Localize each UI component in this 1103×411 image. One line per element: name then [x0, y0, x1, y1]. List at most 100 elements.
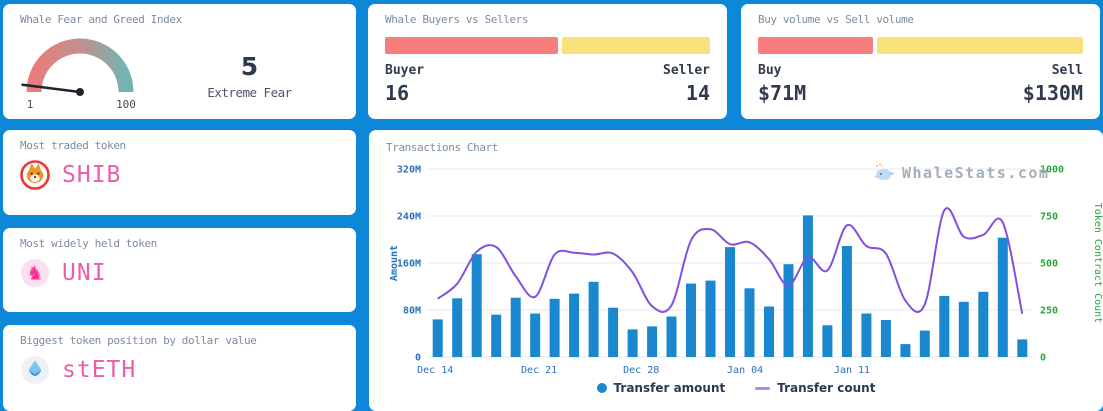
- most-traded-token: SHIB: [62, 162, 122, 188]
- most-traded-title: Most traded token: [20, 139, 126, 152]
- svg-text:Amount: Amount: [389, 245, 400, 281]
- legend-transfer-amount[interactable]: Transfer amount: [596, 381, 726, 395]
- transactions-chart-title: Transactions Chart: [386, 141, 499, 154]
- buyers-sellers-title: Whale Buyers vs Sellers: [385, 13, 529, 26]
- buyer-count: 16: [385, 81, 410, 105]
- bar-Dec 15: [452, 298, 463, 358]
- fear-greed-card: Whale Fear and Greed Index 1 100 5 E: [3, 4, 356, 119]
- gauge-arc: [26, 38, 134, 93]
- seller-count: 14: [685, 81, 710, 105]
- transactions-chart-card: Transactions Chart 320M 1000 240M 750 160M 50…: [369, 130, 1103, 411]
- bar-Dec 18: [510, 297, 521, 357]
- bar-Dec 14: [432, 319, 443, 357]
- bar-Jan 05: [861, 313, 872, 357]
- chart-legend: Transfer amount Transfer count: [369, 381, 1103, 395]
- legend-transfer-count[interactable]: Transfer count: [755, 381, 875, 395]
- svg-text:500: 500: [1040, 259, 1058, 270]
- bar-Jan 07: [900, 344, 911, 357]
- bar-Jan 08: [919, 330, 930, 357]
- bar-Dec 27: [686, 283, 696, 357]
- svg-text:160M: 160M: [397, 259, 421, 270]
- svg-text:0: 0: [415, 353, 421, 364]
- bar-Dec 25: [647, 326, 658, 357]
- most-held-title: Most widely held token: [20, 237, 157, 250]
- buyer-segment: [385, 37, 559, 54]
- bar-Dec 23: [608, 307, 619, 358]
- bar-Dec 29: [725, 247, 735, 357]
- bar-Jan 04: [841, 246, 852, 357]
- volume-card: Buy volume vs Sell volume Buy Sell $71M …: [741, 4, 1100, 119]
- legend-transfer-count-label: Transfer count: [777, 381, 876, 395]
- bar-Dec 17: [491, 314, 502, 357]
- volume-title: Buy volume vs Sell volume: [758, 13, 914, 26]
- gauge-scale-min: 1: [27, 98, 34, 111]
- bar-Dec 28: [705, 280, 716, 357]
- svg-text:240M: 240M: [397, 212, 421, 223]
- most-traded-token-row: SHIB: [20, 160, 339, 190]
- buy-label: Buy: [758, 63, 782, 78]
- svg-text:750: 750: [1040, 212, 1058, 223]
- sell-volume-segment: [876, 37, 1083, 54]
- buyers-sellers-card: Whale Buyers vs Sellers Buyer Seller 16 …: [368, 4, 727, 119]
- fear-greed-gauge: 1 100: [21, 38, 136, 111]
- buyer-label: Buyer: [385, 63, 425, 78]
- bar-Jan 02: [802, 215, 813, 357]
- svg-text:Dec 14: Dec 14: [417, 365, 453, 376]
- unicorn-icon: ♞: [21, 259, 49, 287]
- bar-Dec 24: [627, 329, 638, 357]
- buy-volume-segment: [758, 37, 873, 54]
- gauge-pivot: [76, 88, 84, 96]
- svg-text:0: 0: [1040, 353, 1046, 364]
- buyers-sellers-ratio-bar: [385, 37, 710, 54]
- watermark-text: WhaleStats.com: [902, 164, 1050, 182]
- svg-text:250: 250: [1040, 306, 1058, 317]
- bar-Jan 06: [880, 320, 891, 357]
- transfer-count-line-icon: [755, 386, 771, 390]
- most-held-token: UNI: [62, 260, 107, 286]
- most-traded-card: Most traded token SHIB: [3, 130, 356, 215]
- most-held-token-row: ♞ UNI: [20, 258, 339, 288]
- svg-text:♞: ♞: [26, 263, 43, 285]
- biggest-position-token-row: stETH: [20, 355, 339, 385]
- bar-Dec 16: [471, 254, 482, 357]
- sell-volume-value: $130M: [1022, 81, 1083, 105]
- biggest-position-card: Biggest token position by dollar value s…: [3, 325, 356, 411]
- volume-ratio-bar: [758, 37, 1083, 54]
- svg-text:Token Contract Count: Token Contract Count: [1092, 203, 1103, 323]
- fear-greed-status: Extreme Fear: [207, 85, 292, 100]
- seller-segment: [562, 37, 710, 54]
- bar-Dec 26: [666, 316, 677, 357]
- svg-text:1000: 1000: [1040, 165, 1064, 176]
- gauge-needle: [21, 83, 82, 94]
- most-held-card: Most widely held token ♞ UNI: [3, 228, 356, 312]
- svg-text:80M: 80M: [403, 306, 421, 317]
- bar-Jan 03: [822, 325, 833, 357]
- fear-greed-value: 5: [240, 52, 259, 81]
- transactions-chart[interactable]: 320M 1000 240M 750 160M 500 80M 250 0 0 Amount Toke…: [369, 130, 1103, 380]
- watermark: WhaleStats.com: [873, 163, 1049, 183]
- buy-volume-value: $71M: [758, 81, 807, 105]
- transfer-count-line: [437, 207, 1024, 315]
- bar-Jan 01: [783, 264, 794, 357]
- bar-Dec 30: [744, 288, 755, 357]
- bar-Jan 11: [978, 291, 989, 357]
- steth-icon: [21, 356, 49, 384]
- svg-text:320M: 320M: [397, 165, 421, 176]
- biggest-position-title: Biggest token position by dollar value: [20, 334, 257, 347]
- bar-Dec 22: [588, 281, 599, 357]
- sell-label: Sell: [1051, 63, 1083, 78]
- bar-Jan 10: [958, 301, 969, 357]
- legend-transfer-amount-label: Transfer amount: [613, 381, 726, 395]
- gauge-scale-max: 100: [116, 98, 136, 111]
- svg-text:Dec 21: Dec 21: [521, 365, 557, 376]
- svg-text:Jan 11: Jan 11: [834, 365, 870, 376]
- bar-Dec 20: [549, 298, 560, 357]
- bar-Dec 21: [569, 293, 580, 358]
- whale-icon: [875, 163, 894, 180]
- fear-greed-title: Whale Fear and Greed Index: [20, 13, 182, 26]
- shiba-icon: [20, 160, 50, 190]
- transfer-amount-dot-icon: [596, 383, 607, 393]
- bar-Jan 13: [1017, 339, 1028, 357]
- svg-text:Dec 28: Dec 28: [623, 365, 659, 376]
